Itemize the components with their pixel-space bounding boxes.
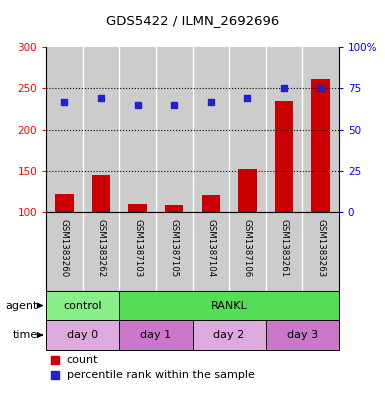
- Text: RANKL: RANKL: [211, 301, 248, 310]
- Text: GSM1383260: GSM1383260: [60, 219, 69, 277]
- Bar: [92, 175, 110, 212]
- Bar: [119, 320, 192, 350]
- Text: GSM1383262: GSM1383262: [97, 219, 105, 277]
- Text: day 1: day 1: [141, 330, 171, 340]
- Text: GSM1387103: GSM1387103: [133, 219, 142, 277]
- Bar: [83, 212, 119, 291]
- Point: [269, 133, 275, 139]
- Bar: [302, 47, 339, 212]
- Bar: [83, 47, 119, 212]
- Bar: [192, 212, 229, 291]
- Text: GSM1383261: GSM1383261: [280, 219, 288, 277]
- Bar: [202, 195, 220, 212]
- Text: GSM1387106: GSM1387106: [243, 219, 252, 277]
- Bar: [275, 101, 293, 212]
- Text: count: count: [67, 354, 98, 365]
- Bar: [192, 320, 266, 350]
- Bar: [266, 320, 339, 350]
- Bar: [129, 204, 147, 212]
- Bar: [192, 47, 229, 212]
- Point: [208, 99, 214, 105]
- Text: GSM1387104: GSM1387104: [206, 219, 215, 277]
- Bar: [156, 47, 192, 212]
- Bar: [46, 291, 119, 320]
- Text: day 3: day 3: [287, 330, 318, 340]
- Bar: [119, 291, 339, 320]
- Bar: [55, 194, 74, 212]
- Bar: [302, 212, 339, 291]
- Bar: [119, 212, 156, 291]
- Bar: [311, 79, 330, 212]
- Text: agent: agent: [5, 301, 38, 310]
- Point: [244, 95, 251, 101]
- Bar: [266, 47, 302, 212]
- Point: [61, 99, 68, 105]
- Text: day 0: day 0: [67, 330, 98, 340]
- Bar: [229, 47, 266, 212]
- Bar: [46, 212, 83, 291]
- Bar: [229, 212, 266, 291]
- Bar: [165, 205, 183, 212]
- Bar: [156, 212, 192, 291]
- Text: control: control: [64, 301, 102, 310]
- Bar: [238, 169, 256, 212]
- Text: percentile rank within the sample: percentile rank within the sample: [67, 370, 254, 380]
- Text: GSM1383263: GSM1383263: [316, 219, 325, 277]
- Point: [281, 85, 287, 92]
- Text: time: time: [13, 330, 38, 340]
- Point: [135, 102, 141, 108]
- Point: [318, 85, 324, 92]
- Bar: [46, 47, 83, 212]
- Point: [269, 274, 275, 281]
- Point: [171, 102, 177, 108]
- Text: day 2: day 2: [213, 330, 245, 340]
- Bar: [46, 320, 119, 350]
- Bar: [266, 212, 302, 291]
- Text: GDS5422 / ILMN_2692696: GDS5422 / ILMN_2692696: [106, 14, 279, 27]
- Text: GSM1387105: GSM1387105: [170, 219, 179, 277]
- Point: [98, 95, 104, 101]
- Bar: [119, 47, 156, 212]
